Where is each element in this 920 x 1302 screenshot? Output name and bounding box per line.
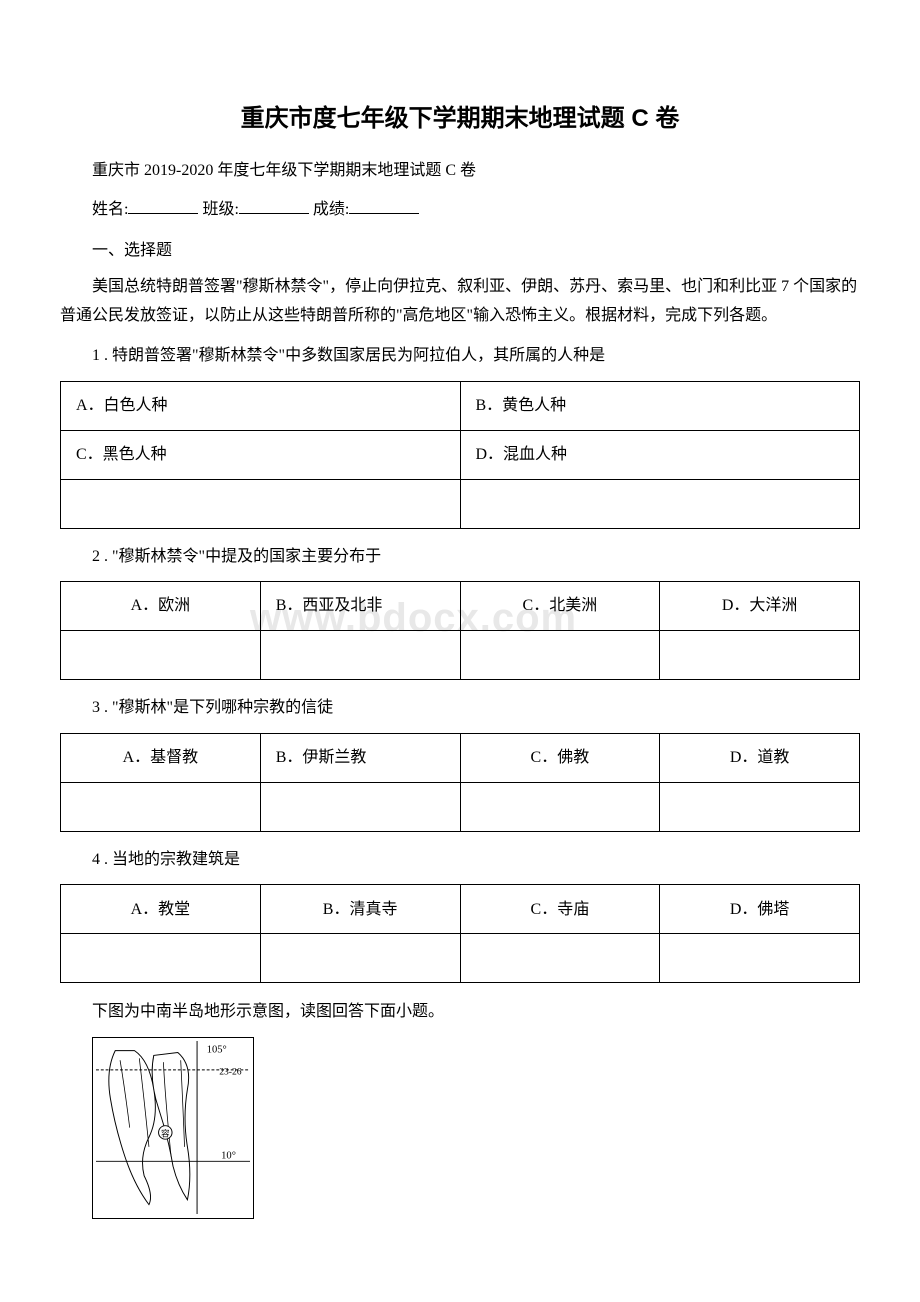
option-c: C．佛教 (460, 733, 660, 782)
option-d: D．混血人种 (460, 430, 860, 479)
question-4: 4 . 当地的宗教建筑是 (60, 847, 860, 873)
section-heading: 一、选择题 (60, 238, 860, 264)
option-c: C．黑色人种 (61, 430, 461, 479)
page-title: 重庆市度七年级下学期期末地理试题 C 卷 (60, 100, 860, 138)
exam-subtitle: 重庆市 2019-2020 年度七年级下学期期末地理试题 C 卷 (60, 158, 860, 184)
option-b: B．西亚及北非 (260, 582, 460, 631)
option-b: B．黄色人种 (460, 381, 860, 430)
table-row: C．黑色人种 D．混血人种 (61, 430, 860, 479)
option-b: B．清真寺 (260, 885, 460, 934)
lat1-label: 23-26 (219, 1067, 242, 1078)
q4-options-table: A．教堂 B．清真寺 C．寺庙 D．佛塔 (60, 884, 860, 983)
table-row (61, 631, 860, 680)
score-label: 成绩: (313, 201, 349, 218)
svg-text:容: 容 (161, 1127, 170, 1138)
q3-options-table: A．基督教 B．伊斯兰教 C．佛教 D．道教 (60, 733, 860, 832)
empty-cell (61, 782, 261, 831)
table-row (61, 934, 860, 983)
option-a: A．教堂 (61, 885, 261, 934)
passage-2: 下图为中南半岛地形示意图，读图回答下面小题。 (60, 998, 860, 1027)
empty-cell (460, 479, 860, 528)
option-d: D．大洋洲 (660, 582, 860, 631)
empty-cell (61, 631, 261, 680)
empty-cell (260, 631, 460, 680)
map-figure: 容 105° 23-26 10° (92, 1037, 254, 1219)
score-blank (349, 194, 419, 214)
empty-cell (460, 631, 660, 680)
option-d: D．道教 (660, 733, 860, 782)
table-row: A．欧洲 B．西亚及北非 C．北美洲 D．大洋洲 (61, 582, 860, 631)
question-1: 1 . 特朗普签署"穆斯林禁令"中多数国家居民为阿拉伯人，其所属的人种是 (60, 343, 860, 369)
empty-cell (260, 934, 460, 983)
table-row (61, 782, 860, 831)
lat2-label: 10° (221, 1151, 236, 1162)
map-svg: 容 105° 23-26 10° (96, 1041, 250, 1214)
fill-info-line: 姓名: 班级: 成绩: (60, 194, 860, 223)
empty-cell (660, 934, 860, 983)
empty-cell (260, 782, 460, 831)
question-3: 3 . "穆斯林"是下列哪种宗教的信徒 (60, 695, 860, 721)
option-a: A．基督教 (61, 733, 261, 782)
option-c: C．北美洲 (460, 582, 660, 631)
table-row (61, 479, 860, 528)
table-row: A．基督教 B．伊斯兰教 C．佛教 D．道教 (61, 733, 860, 782)
q2-options-table: A．欧洲 B．西亚及北非 C．北美洲 D．大洋洲 (60, 581, 860, 680)
empty-cell (460, 782, 660, 831)
empty-cell (460, 934, 660, 983)
q1-options-table: A．白色人种 B．黄色人种 C．黑色人种 D．混血人种 (60, 381, 860, 529)
table-row: A．教堂 B．清真寺 C．寺庙 D．佛塔 (61, 885, 860, 934)
class-blank (239, 194, 309, 214)
class-label: 班级: (202, 201, 238, 218)
option-a: A．白色人种 (61, 381, 461, 430)
name-label: 姓名: (92, 201, 128, 218)
option-a: A．欧洲 (61, 582, 261, 631)
option-c: C．寺庙 (460, 885, 660, 934)
empty-cell (61, 934, 261, 983)
empty-cell (660, 782, 860, 831)
passage-1: 美国总统特朗普签署"穆斯林禁令"，停止向伊拉克、叙利亚、伊朗、苏丹、索马里、也门… (60, 273, 860, 331)
empty-cell (61, 479, 461, 528)
option-b: B．伊斯兰教 (260, 733, 460, 782)
option-d: D．佛塔 (660, 885, 860, 934)
table-row: A．白色人种 B．黄色人种 (61, 381, 860, 430)
name-blank (128, 194, 198, 214)
lon-label: 105° (207, 1045, 227, 1056)
empty-cell (660, 631, 860, 680)
question-2: 2 . "穆斯林禁令"中提及的国家主要分布于 (60, 544, 860, 570)
